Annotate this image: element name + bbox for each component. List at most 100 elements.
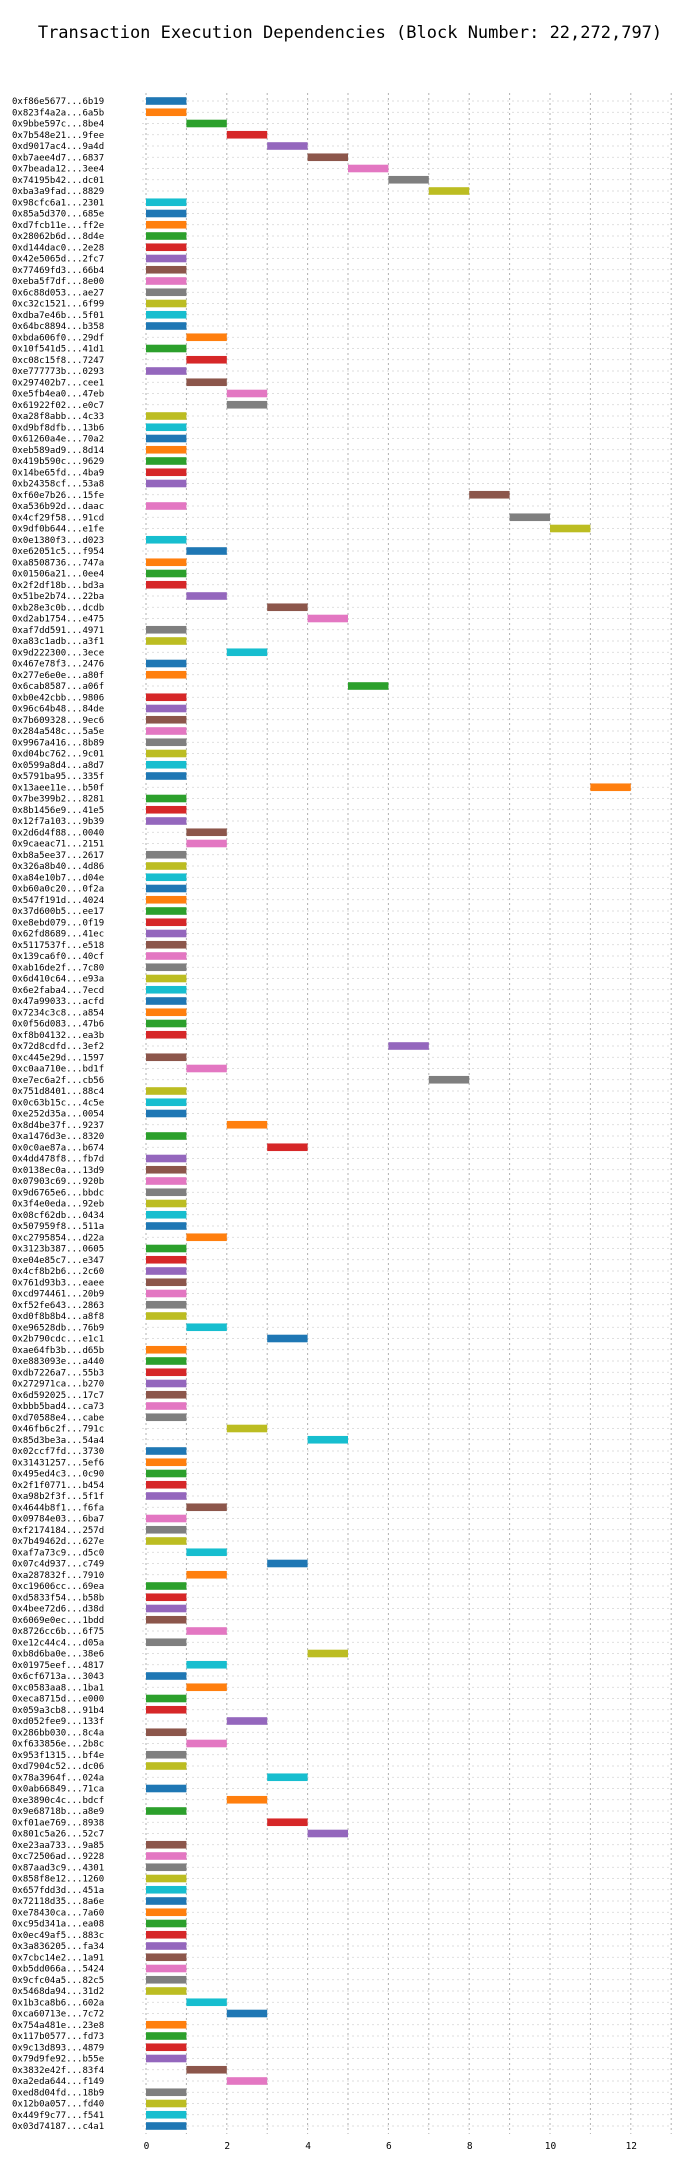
tx-label: 0x62fd8689...41ec: [12, 930, 104, 940]
transaction-bar: [146, 1255, 187, 1264]
transaction-bar: [146, 479, 187, 488]
transaction-bar: [146, 929, 187, 938]
transaction-bar: [146, 344, 187, 353]
tx-label: 0x0c0ae87a...b674: [12, 1143, 104, 1153]
tx-label: 0xbbb5bad4...ca73: [12, 1402, 104, 1412]
transaction-bar: [146, 985, 187, 994]
transaction-bar: [146, 457, 187, 465]
tx-label: 0x2b790cdc...e1c1: [12, 1335, 104, 1345]
tx-label: 0xe23aa733...9a85: [12, 1841, 104, 1851]
transaction-bar: [146, 1222, 187, 1230]
tx-label: 0x79d9fe92...b55e: [12, 2055, 104, 2065]
transaction-bar: [509, 513, 550, 522]
tx-label: 0x449f9c77...f541: [12, 2111, 104, 2121]
tx-label: 0x277e6e0e...a80f: [12, 671, 104, 681]
transaction-bar: [146, 1402, 187, 1410]
tx-label: 0xa28f8abb...4c33: [12, 412, 104, 422]
transaction-bar: [146, 1008, 187, 1017]
tx-label: 0x3f4e0eda...92eb: [12, 1200, 104, 1210]
tx-label: 0xc32c1521...6f99: [12, 300, 104, 310]
tx-label: 0x0f56d083...47b6: [12, 1020, 104, 1030]
tx-label: 0x507959f8...511a: [12, 1222, 104, 1232]
transaction-bar: [146, 907, 187, 915]
transaction-bar: [146, 220, 187, 229]
tx-label: 0x77469fd3...66b4: [12, 266, 104, 276]
transaction-bar: [146, 310, 187, 319]
transaction-bar: [146, 952, 187, 960]
tx-label: 0x9df0b644...e1fe: [12, 525, 104, 535]
tx-label: 0xc0aa710e...bd1f: [12, 1065, 104, 1075]
transaction-bar: [146, 704, 187, 713]
transaction-bar: [146, 884, 187, 893]
tx-label: 0x72d8cdfd...3ef2: [12, 1042, 104, 1052]
transaction-bar: [146, 1874, 187, 1883]
tx-label: 0xd04bc762...9c01: [12, 750, 104, 760]
transaction-bar: [186, 1548, 227, 1557]
tx-label: 0xa8508736...747a: [12, 558, 104, 568]
tx-label: 0x0ab66849...71ca: [12, 1785, 104, 1795]
transaction-bar: [146, 1964, 187, 1973]
transaction-bar: [550, 524, 591, 533]
tx-label: 0x51be2b74...22ba: [12, 592, 104, 602]
grid: [142, 93, 672, 2134]
tx-label: 0xc0583aa8...1ba1: [12, 1683, 104, 1693]
transaction-bar: [146, 772, 187, 780]
tx-label: 0x8d4be37f...9237: [12, 1121, 104, 1131]
transaction-bar: [186, 1660, 227, 1669]
transaction-bar: [186, 1998, 227, 2007]
tx-label: 0xd7fcb11e...ff2e: [12, 221, 104, 231]
tx-label: 0xa83c1adb...a3f1: [12, 637, 104, 647]
tx-label: 0x059a3cb8...91b4: [12, 1706, 104, 1716]
tx-label: 0x4cf29f58...91cd: [12, 513, 104, 523]
tx-label: 0x4644b8f1...f6fa: [12, 1503, 104, 1513]
transaction-bar: [146, 1030, 187, 1039]
tx-label: 0x98cfc6a1...2301: [12, 198, 104, 208]
tx-label: 0x46fb6c2f...791c: [12, 1425, 104, 1435]
transaction-bar: [146, 1177, 187, 1185]
tx-label: 0x751d8401...88c4: [12, 1087, 104, 1097]
transaction-bar: [146, 760, 187, 769]
tx-label: 0xf8b04132...ea3b: [12, 1031, 104, 1041]
tx-label: 0xc08c15f8...7247: [12, 356, 104, 366]
tx-label: 0x07c4d937...c749: [12, 1560, 104, 1570]
transaction-bar: [146, 1199, 187, 1208]
tx-label: 0xb5dd066a...5424: [12, 1965, 104, 1975]
transaction-bar: [146, 1514, 187, 1523]
tx-label: 0xd70588e4...cabe: [12, 1413, 104, 1423]
tx-label: 0x7b49462d...627e: [12, 1537, 104, 1547]
transaction-bar: [146, 367, 187, 375]
tx-label: 0x2f1f0771...b454: [12, 1481, 104, 1491]
transaction-bar: [226, 389, 268, 398]
transaction-bar: [186, 2065, 227, 2074]
tx-label: 0xcd974461...20b9: [12, 1290, 104, 1300]
transaction-bar: [590, 783, 631, 792]
transaction-bar: [267, 1818, 308, 1827]
tx-label: 0xaf7a73c9...d5c0: [12, 1548, 104, 1558]
transaction-bar: [146, 1165, 187, 1174]
transaction-bar: [146, 1447, 187, 1455]
tx-label: 0x4dd478f8...fb7d: [12, 1155, 104, 1165]
transaction-bar: [146, 693, 187, 702]
transaction-bar: [146, 1897, 187, 1905]
tx-label: 0x7beada12...3ee4: [12, 165, 104, 175]
tx-label: 0x6e2faba4...7ecd: [12, 986, 104, 996]
tx-label: 0xeb589ad9...8d14: [12, 446, 104, 456]
transaction-bar: [186, 1683, 227, 1692]
transaction-bar: [146, 715, 187, 724]
tx-label: 0x3123b387...0605: [12, 1245, 104, 1255]
transaction-bar: [146, 940, 187, 949]
tx-label: 0x61260a4e...70a2: [12, 435, 104, 445]
transaction-bar: [186, 1503, 227, 1512]
transaction-bar: [146, 1368, 187, 1377]
tx-label: 0xb60a0c20...0f2a: [12, 885, 104, 895]
tx-label: 0x9967a416...8b89: [12, 738, 104, 748]
transaction-bar: [267, 603, 308, 612]
x-tick-label: 6: [386, 2141, 392, 2152]
tx-label: 0xf60e7b26...15fe: [12, 491, 104, 501]
transaction-bar: [146, 2054, 187, 2063]
transaction-bar: [146, 569, 187, 578]
transaction-bar: [146, 2043, 187, 2052]
tx-label: 0x14be65fd...4ba9: [12, 468, 104, 478]
transaction-bar: [146, 1210, 187, 1219]
tx-label: 0x953f1315...bf4e: [12, 1751, 104, 1761]
